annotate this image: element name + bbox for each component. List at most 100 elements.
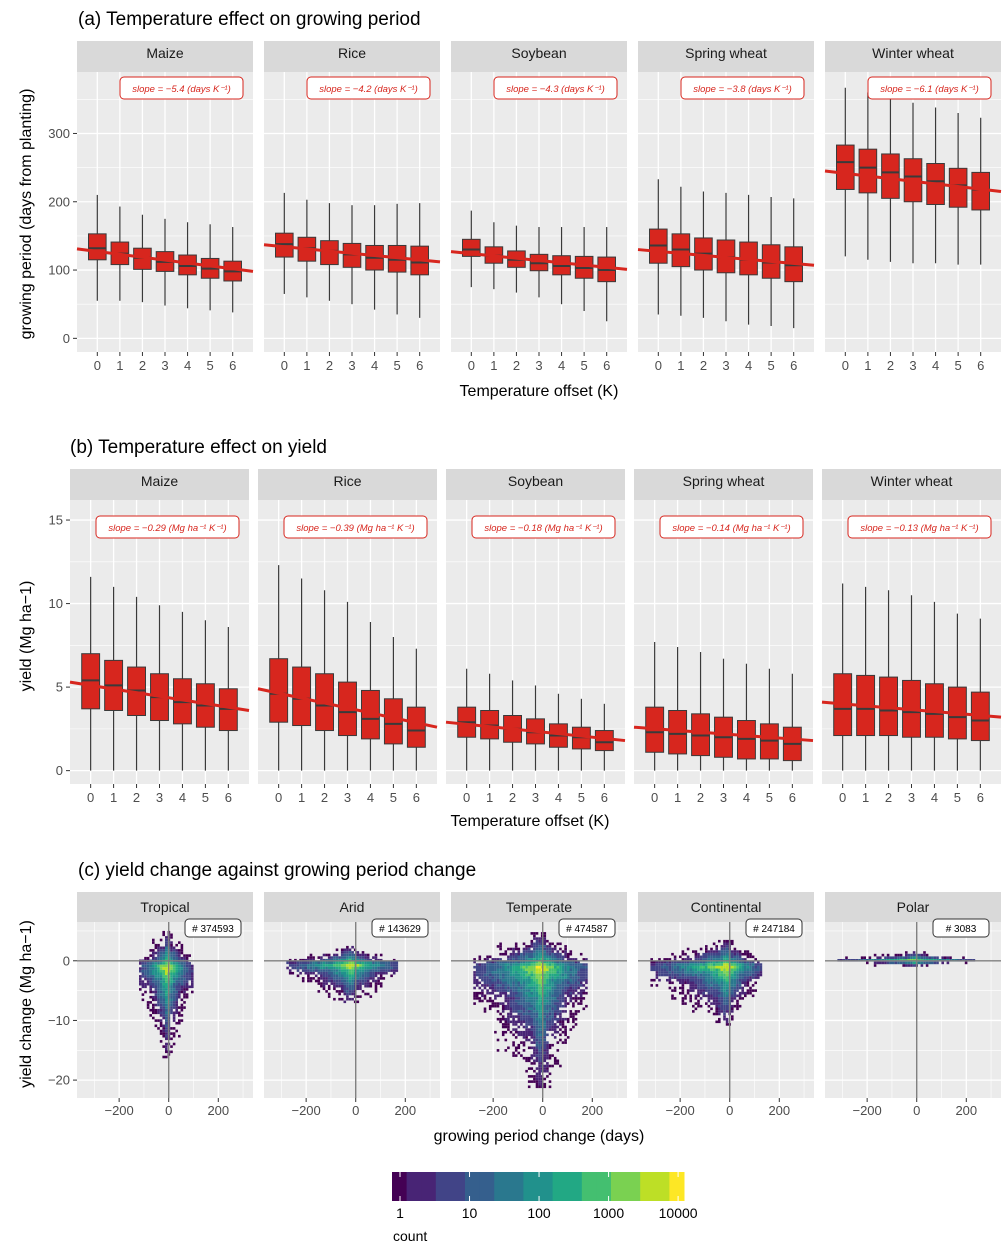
- density-cell: [309, 977, 313, 980]
- density-cell: [517, 1002, 521, 1005]
- density-cell: [170, 1001, 173, 1004]
- density-cell: [559, 971, 562, 974]
- density-cell: [572, 968, 575, 972]
- section-b-title: (b) Temperature effect on yield: [70, 437, 327, 458]
- density-cell: [738, 997, 742, 1000]
- density-cell: [488, 999, 492, 1003]
- density-cell: [149, 982, 152, 986]
- density-cell: [686, 955, 690, 959]
- density-cell: [538, 960, 541, 964]
- density-cell: [715, 1020, 718, 1024]
- density-cell: [733, 965, 737, 969]
- density-cell: [543, 976, 547, 979]
- density-cell: [694, 973, 698, 977]
- density-cell: [172, 1027, 176, 1030]
- density-cell: [574, 973, 578, 977]
- density-cell: [566, 984, 570, 987]
- density-cell: [157, 1003, 160, 1007]
- density-cell: [509, 968, 513, 972]
- density-cell: [543, 942, 547, 946]
- density-cell: [725, 968, 729, 972]
- density-cell: [475, 965, 479, 969]
- density-cell: [715, 1010, 718, 1013]
- density-cell: [157, 1008, 160, 1012]
- density-cell: [170, 1027, 173, 1030]
- density-cell: [348, 966, 352, 970]
- density-cell: [162, 951, 165, 955]
- density-cell: [873, 953, 877, 957]
- density-cell: [751, 973, 755, 977]
- density-cell: [170, 1011, 173, 1015]
- density-cell: [712, 1012, 716, 1016]
- density-cell: [655, 976, 659, 979]
- density-cell: [548, 960, 552, 964]
- density-cell: [556, 950, 560, 953]
- density-cell: [527, 981, 531, 985]
- density-cell: [162, 1027, 165, 1030]
- density-cell: [530, 984, 534, 987]
- density-cell: [483, 973, 487, 977]
- density-cell: [912, 964, 916, 967]
- density-cell: [553, 994, 557, 998]
- density-cell: [154, 972, 158, 976]
- density-cell: [525, 1004, 528, 1008]
- density-cell: [579, 965, 583, 969]
- density-cell: [684, 960, 687, 964]
- density-cell: [553, 1012, 557, 1016]
- density-cell: [538, 986, 541, 990]
- density-cell: [157, 951, 160, 955]
- density-cell: [346, 951, 349, 954]
- x-tick-label: 1: [490, 358, 497, 373]
- density-cell: [546, 1002, 549, 1005]
- density-cell: [733, 989, 737, 992]
- density-cell: [501, 978, 505, 982]
- density-cell: [710, 997, 713, 1000]
- x-tick-label: 2: [321, 790, 328, 805]
- density-cell: [533, 1046, 536, 1050]
- density-cell: [720, 968, 724, 972]
- density-cell: [327, 971, 331, 975]
- density-cell: [522, 984, 526, 987]
- density-cell: [165, 1055, 168, 1059]
- density-cell: [751, 994, 755, 998]
- density-cell: [697, 991, 700, 995]
- density-cell: [574, 971, 578, 974]
- density-cell: [314, 964, 318, 967]
- density-cell: [920, 964, 924, 967]
- x-tick-label: 0: [842, 358, 849, 373]
- density-cell: [501, 1033, 505, 1037]
- density-cell: [154, 1003, 158, 1007]
- density-cell: [881, 953, 885, 957]
- density-cell: [501, 989, 505, 992]
- slope-box: [119, 76, 244, 100]
- density-cell: [551, 1064, 554, 1068]
- density-cell: [494, 981, 497, 985]
- density-cell: [707, 1010, 711, 1013]
- density-cell: [178, 956, 181, 960]
- y-tick-label: 200: [48, 194, 70, 209]
- density-cell: [897, 956, 900, 959]
- density-cell: [335, 979, 339, 983]
- density-cell: [585, 981, 588, 985]
- legend-swatch: [392, 1172, 408, 1201]
- density-cell: [538, 952, 541, 956]
- density-cell: [172, 946, 176, 950]
- density-cell: [548, 1064, 552, 1068]
- density-cell: [478, 963, 482, 966]
- density-cell: [512, 947, 515, 951]
- density-cell: [553, 997, 557, 1000]
- density-cell: [364, 966, 367, 970]
- density-cell: [535, 1043, 539, 1047]
- density-cell: [548, 981, 552, 985]
- density-cell: [488, 981, 492, 985]
- density-cell: [486, 976, 489, 979]
- density-cell: [338, 974, 341, 978]
- density-cell: [509, 999, 513, 1003]
- density-cell: [543, 1028, 547, 1031]
- density-cell: [564, 963, 567, 966]
- density-cell: [757, 960, 760, 964]
- density-cell: [551, 958, 554, 961]
- density-cell: [533, 1015, 536, 1018]
- density-cell: [723, 994, 726, 998]
- density-cell: [736, 1007, 739, 1011]
